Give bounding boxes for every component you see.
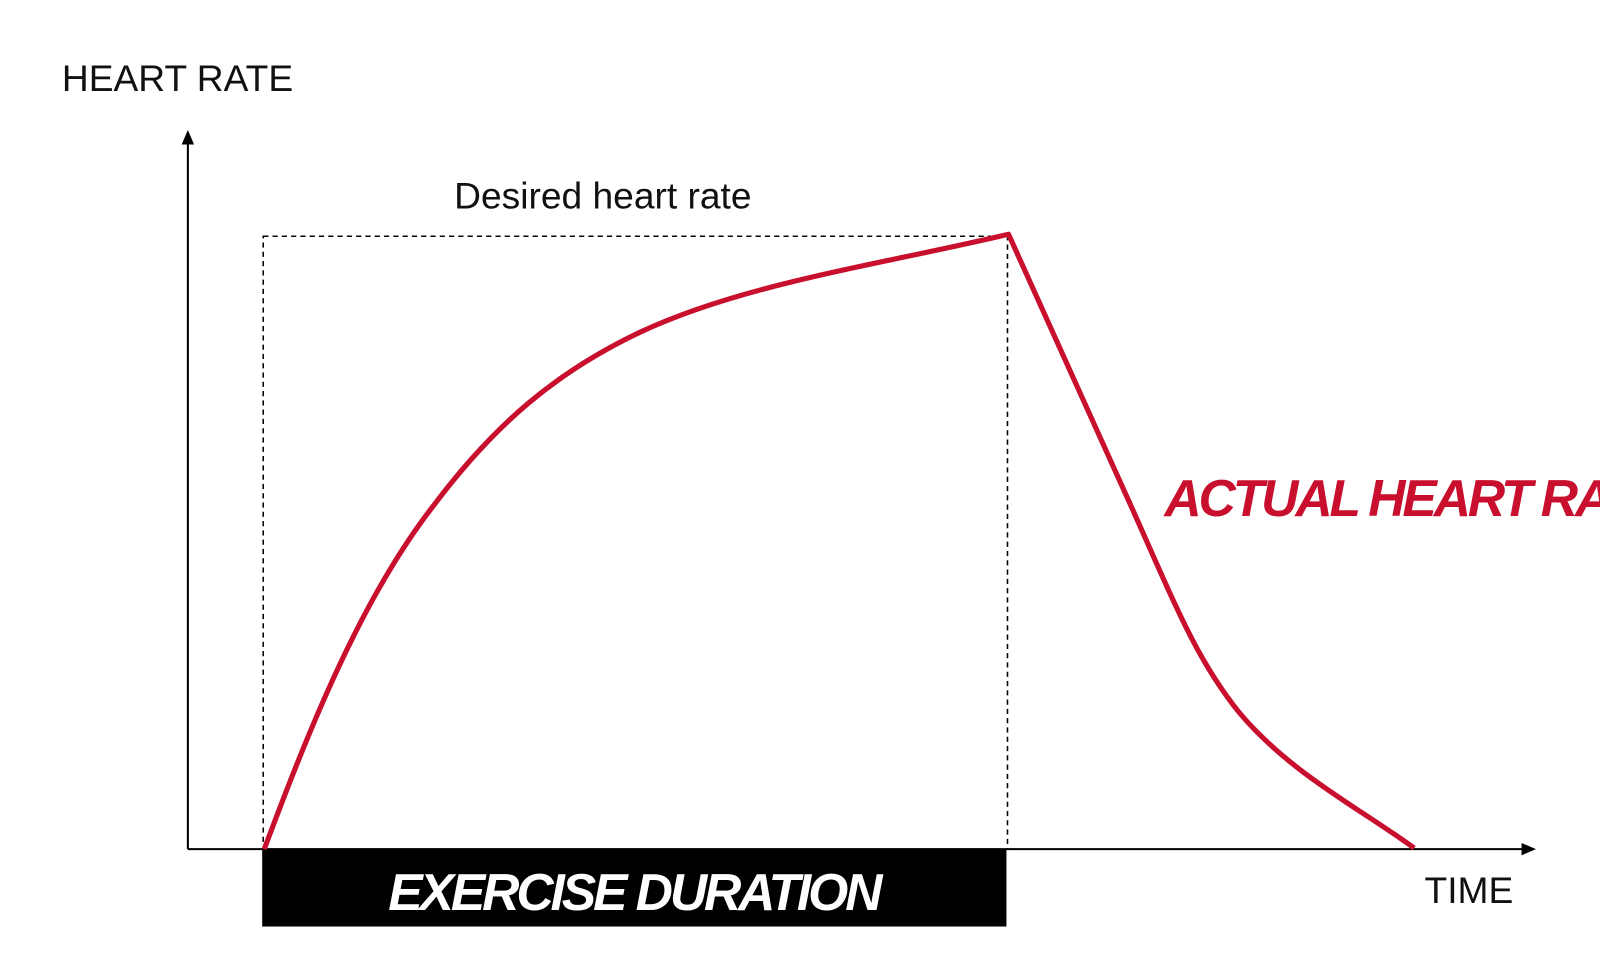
actual-heart-rate-curve	[261, 231, 1416, 851]
y-axis-label: HEART RATE	[62, 57, 293, 99]
exercise-duration-bar	[262, 849, 1007, 927]
exercise-duration-label: EXERCISE DURATION	[388, 863, 884, 921]
y-axis-arrow	[181, 130, 195, 145]
x-axis-arrow	[1521, 842, 1536, 856]
actual-heart-rate-label: ACTUAL HEART RATE	[1162, 469, 1600, 527]
desired-heart-rate-label: Desired heart rate	[454, 174, 751, 216]
desired-heart-rate-box	[262, 235, 1009, 850]
x-axis-label: TIME	[1425, 869, 1514, 911]
